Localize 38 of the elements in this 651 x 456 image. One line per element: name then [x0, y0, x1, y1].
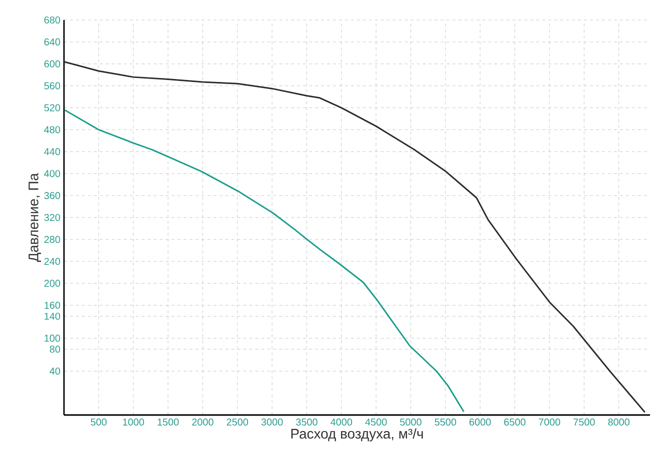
y-tick-label: 640 [44, 38, 60, 46]
y-tick-label: 240 [44, 258, 60, 265]
x-tick-label: 7000 [538, 418, 560, 426]
y-tick-label: 40 [50, 368, 60, 375]
x-tick-label: 3000 [261, 418, 283, 426]
x-tick-label: 8000 [608, 418, 630, 426]
y-axis-title: Давление, Па [28, 173, 42, 262]
y-tick-label: 140 [44, 312, 60, 320]
x-tick-label: 1000 [123, 418, 144, 426]
x-axis-title: Расход воздуха, м³/ч [291, 428, 423, 442]
x-tick-label: 6000 [470, 418, 491, 426]
x-tick-label: 1500 [158, 418, 179, 426]
line-series [64, 109, 465, 412]
y-tick-label: 320 [44, 214, 60, 222]
y-tick-label: 80 [50, 346, 60, 353]
y-tick-label: 480 [44, 126, 60, 134]
x-tick-label: 500 [90, 418, 107, 426]
y-tick-label: 280 [44, 236, 60, 243]
y-tick-label: 400 [44, 170, 60, 178]
x-tick-label: 3500 [296, 418, 318, 426]
y-tick-label: 560 [44, 82, 60, 90]
y-tick-label: 440 [44, 148, 60, 156]
y-tick-label: 600 [44, 60, 60, 68]
y-tick-label: 520 [44, 104, 60, 112]
y-tick-label: 100 [44, 334, 60, 342]
x-tick-label: 2500 [226, 418, 248, 426]
y-tick-label: 160 [44, 302, 60, 309]
x-tick-label: 4000 [330, 418, 352, 426]
x-tick-label: 6500 [504, 418, 526, 426]
x-tick-label: 4500 [365, 418, 387, 426]
line-series [64, 60, 646, 414]
x-tick-label: 5500 [434, 418, 456, 426]
y-tick-label: 360 [44, 192, 60, 200]
x-tick-label: 5000 [400, 418, 422, 426]
y-tick-label: 200 [44, 280, 60, 287]
y-tick-label: 680 [44, 16, 60, 24]
x-tick-label: 2000 [192, 418, 214, 426]
x-tick-label: 7500 [574, 418, 595, 426]
